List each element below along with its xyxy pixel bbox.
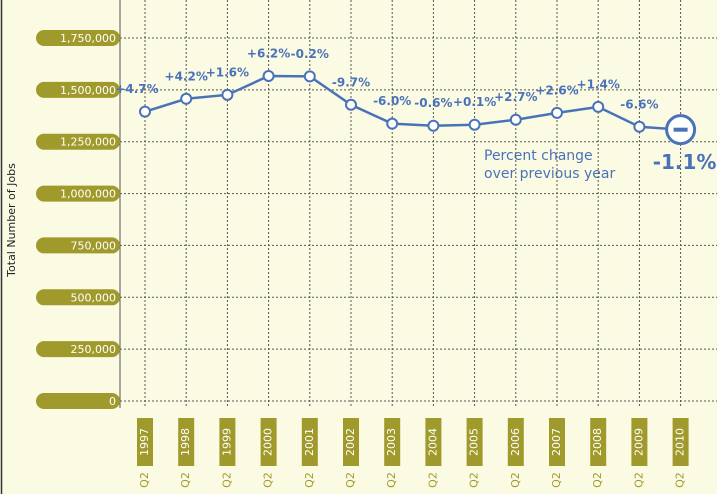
x-tick-box (301, 418, 318, 466)
point-label: +4.7% (115, 82, 158, 96)
y-tick-box (36, 393, 120, 409)
x-tick-period: Q2 (550, 472, 563, 488)
point (180, 92, 193, 105)
x-tick-period: Q2 (179, 472, 192, 488)
point-label: -6.6% (620, 97, 658, 111)
annotation: Percent change (484, 148, 593, 164)
point (509, 113, 522, 126)
x-tick-period: Q2 (303, 472, 316, 488)
point (551, 106, 563, 119)
minus-icon (673, 127, 688, 132)
point-label: -6.0% (373, 94, 411, 108)
x-tick-box (549, 418, 565, 466)
x-tick-label: 2004 (426, 428, 439, 456)
x-tick-label: 2002 (344, 428, 357, 456)
y-tick-label: 0 (109, 395, 116, 408)
point-label: -0.2% (291, 47, 329, 61)
y-tick-box (36, 289, 120, 306)
y-tick-box (36, 237, 120, 254)
point-label: +6.2% (247, 46, 290, 60)
x-tick-label: 2001 (303, 428, 316, 456)
x-tick-label: 2006 (509, 428, 522, 456)
x-tick-period: Q2 (385, 472, 398, 488)
y-tick-box (36, 185, 120, 202)
point-label: -1.1% (653, 150, 717, 174)
y-tick-label: 750,000 (71, 239, 117, 252)
point-label: -9.7% (332, 75, 370, 89)
point-label: -0.6% (414, 96, 452, 110)
point (303, 70, 316, 83)
x-tick-label: 2000 (262, 428, 275, 456)
x-tick-box (672, 418, 689, 466)
y-tick-box (36, 81, 120, 98)
y-axis-label: Total Number of Jobs (5, 163, 18, 278)
point (386, 117, 399, 130)
y-tick-label: 250,000 (71, 343, 117, 356)
x-tick-box (260, 418, 277, 466)
point (633, 120, 646, 133)
x-tick-period: Q2 (138, 472, 151, 488)
x-tick-label: 1997 (138, 428, 151, 456)
x-tick-box (219, 418, 236, 466)
y-tick-box (36, 30, 120, 46)
point (221, 88, 234, 101)
point (427, 119, 440, 132)
point-label: +2.6% (535, 83, 578, 97)
x-tick-period: Q2 (344, 472, 357, 488)
x-tick-label: 1998 (179, 428, 192, 456)
x-tick-box (137, 418, 153, 466)
y-tick-label: 1,250,000 (60, 136, 116, 149)
y-tick-label: 500,000 (71, 291, 117, 304)
x-tick-label: 2003 (385, 428, 398, 456)
x-tick-label: 2005 (468, 428, 481, 456)
x-tick-label: 2010 (674, 428, 687, 456)
point-label: +0.1% (453, 95, 496, 109)
point (345, 98, 357, 111)
x-tick-period: Q2 (220, 472, 233, 488)
x-tick-period: Q2 (426, 472, 439, 488)
line (144, 74, 681, 131)
point-label: +2.7% (494, 90, 537, 104)
x-tick-box (466, 418, 483, 466)
x-tick-label: 2009 (632, 428, 645, 456)
x-tick-box (425, 418, 442, 466)
x-tick-box (631, 418, 648, 466)
x-tick-box (384, 418, 401, 466)
x-tick-period: Q2 (509, 472, 522, 488)
point-label: +1.6% (206, 65, 249, 79)
y-tick-label: 1,750,000 (60, 32, 116, 45)
annotation: over previous year (484, 166, 615, 182)
y-tick-box (36, 133, 120, 150)
x-tick-period: Q2 (632, 472, 645, 488)
x-tick-period: Q2 (262, 472, 275, 488)
point (468, 118, 481, 131)
point (262, 69, 275, 82)
x-tick-period: Q2 (468, 472, 481, 488)
point-label: +4.2% (165, 69, 208, 83)
x-tick-label: 2008 (591, 428, 604, 456)
x-tick-label: 2007 (550, 428, 563, 456)
x-tick-box (507, 418, 524, 466)
x-tick-period: Q2 (674, 472, 687, 488)
point (139, 105, 151, 118)
y-tick-box (36, 341, 120, 358)
point (592, 100, 605, 113)
x-tick-box (178, 418, 195, 466)
x-tick-period: Q2 (591, 472, 604, 488)
y-tick-label: 1,500,000 (60, 84, 116, 97)
point-label: +1.4% (577, 77, 620, 91)
x-tick-box (590, 418, 607, 466)
x-tick-box (343, 418, 359, 466)
x-tick-label: 1999 (220, 428, 233, 456)
y-tick-label: 1,000,000 (60, 188, 116, 201)
